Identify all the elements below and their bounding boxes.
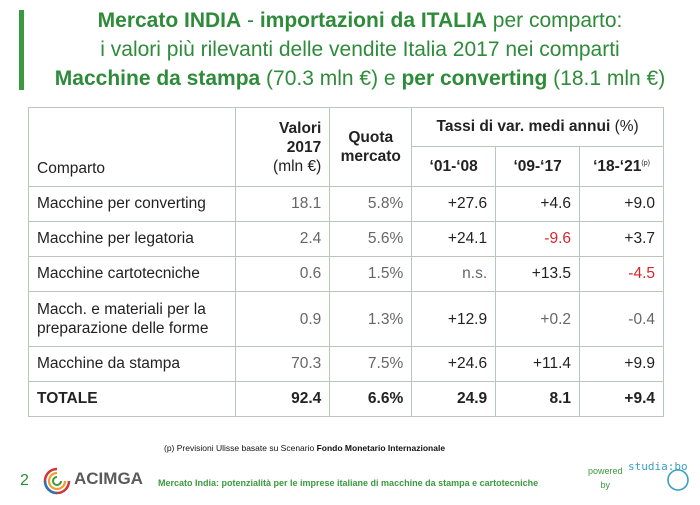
header-period-1: ‘01-‘08 (411, 146, 497, 187)
acimga-swirl-icon (43, 467, 71, 495)
title-sep: - (241, 9, 260, 32)
studiabo-circle-icon (667, 469, 689, 491)
powered-by: powered by (588, 464, 623, 492)
row-rate-2: -9.6 (495, 221, 581, 257)
footnote-source: Fondo Monetario Internazionale (316, 443, 446, 453)
table-row: Macchine da stampa 70.3 7.5% +24.6 +11.4… (27, 346, 664, 382)
powered-line-1: powered (588, 466, 623, 476)
header-period-3-label: ‘18-‘21 (593, 157, 642, 175)
total-rate-2: 8.1 (495, 381, 581, 417)
table-row: Macch. e materiali per la preparazione de… (27, 291, 664, 347)
row-name: Macchine da stampa (27, 346, 237, 382)
header-quota-l1: Quota (348, 129, 394, 146)
studiabo-logo-text: studia:bo (628, 460, 688, 473)
title-converting-value: (18.1 mln €) (547, 67, 666, 90)
title-stampa: Macchine da stampa (54, 67, 261, 90)
title-imports: importazioni da ITALIA (259, 9, 487, 32)
row-rate-2: +13.5 (495, 256, 581, 292)
title-line-2: i valori più rilevanti delle vendite Ita… (100, 38, 620, 61)
title-line-3: Macchine da stampa (70.3 mln €) e per co… (40, 64, 680, 93)
row-rate-1: +24.6 (411, 346, 497, 382)
row-name: Macchine cartotecniche (27, 256, 237, 292)
header-valori: Valori 2017 (mln €) (235, 107, 331, 187)
row-rate-1: +27.6 (411, 186, 497, 222)
header-valori-l2: (mln €) (273, 157, 322, 175)
header-quota: Quota mercato (329, 107, 413, 187)
row-rate-3: +9.0 (579, 186, 664, 222)
accent-bar (19, 10, 24, 90)
footnote: (p) Previsioni Ulisse basate su Scenario… (164, 443, 445, 453)
row-quota: 5.8% (329, 186, 413, 222)
row-rate-1: n.s. (411, 256, 497, 292)
table-total-row: TOTALE 92.4 6.6% 24.9 8.1 +9.4 (27, 381, 664, 417)
row-rate-1: +12.9 (411, 291, 497, 347)
row-valore: 0.6 (235, 256, 331, 292)
footer-subtitle: Mercato India: potenzialità per le impre… (158, 478, 539, 488)
row-name: Macch. e materiali per la preparazione de… (27, 291, 237, 347)
header-row-2: ‘01-‘08 ‘09-‘17 ‘18-‘21(p) (29, 146, 664, 187)
title-converting: per converting (401, 67, 548, 90)
title-market: Mercato INDIA (97, 9, 242, 32)
header-valori-l1: Valori 2017 (279, 119, 322, 156)
row-valore: 18.1 (235, 186, 331, 222)
row-rate-3: +9.9 (579, 346, 664, 382)
row-valore: 70.3 (235, 346, 331, 382)
table-row: Macchine per legatoria 2.4 5.6% +24.1 -9… (27, 221, 664, 257)
row-quota: 1.5% (329, 256, 413, 292)
header-tassi: Tassi di var. medi annui (%) (411, 107, 664, 147)
footnote-text: (p) Previsioni Ulisse basate su Scenario (164, 443, 317, 453)
header-comparto: Comparto (27, 107, 237, 187)
page-title: Mercato INDIA - importazioni da ITALIA p… (40, 6, 680, 93)
header-period-2: ‘09-‘17 (495, 146, 581, 187)
total-valore: 92.4 (235, 381, 331, 417)
studiabo-logo: studia:bo (626, 460, 690, 496)
row-rate-2: +0.2 (495, 291, 581, 347)
row-rate-3: -0.4 (579, 291, 664, 347)
total-name: TOTALE (27, 381, 237, 417)
row-valore: 2.4 (235, 221, 331, 257)
row-rate-1: +24.1 (411, 221, 497, 257)
header-period-3: ‘18-‘21(p) (579, 146, 664, 187)
title-per-comparto: per comparto: (486, 9, 623, 32)
total-quota: 6.6% (329, 381, 413, 417)
acimga-logo: ACIMGA (40, 466, 152, 496)
page-number: 2 (20, 472, 29, 489)
title-stampa-value: (70.3 mln €) e (260, 67, 402, 90)
row-rate-2: +11.4 (495, 346, 581, 382)
total-rate-1: 24.9 (411, 381, 497, 417)
acimga-logo-text: ACIMGA (74, 469, 143, 488)
header-period-3-note: (p) (641, 159, 650, 167)
row-name: Macchine per converting (27, 186, 237, 222)
header-tassi-label: Tassi di var. medi annui (436, 118, 611, 135)
row-quota: 5.6% (329, 221, 413, 257)
row-rate-3: -4.5 (579, 256, 664, 292)
table-row: Macchine per converting 18.1 5.8% +27.6 … (27, 186, 664, 222)
row-name: Macchine per legatoria (27, 221, 237, 257)
row-valore: 0.9 (235, 291, 331, 347)
header-tassi-unit: (%) (610, 118, 639, 135)
row-name-l1: Macch. e materiali per la (37, 301, 206, 318)
title-line-1: Mercato INDIA - importazioni da ITALIA p… (40, 6, 680, 35)
row-rate-3: +3.7 (579, 221, 664, 257)
header-quota-l2: mercato (340, 148, 401, 165)
header-row-1: Comparto Valori 2017 (mln €) Quota mercato… (27, 107, 664, 187)
table-row: Macchine cartotecniche 0.6 1.5% n.s. +13… (27, 256, 664, 292)
data-table: Comparto Valori 2017 (mln €) Quota mercato… (27, 107, 664, 417)
row-quota: 7.5% (329, 346, 413, 382)
row-quota: 1.3% (329, 291, 413, 347)
powered-line-2: by (600, 480, 611, 490)
row-name-l2: preparazione delle forme (37, 320, 209, 337)
total-rate-3: +9.4 (579, 381, 664, 417)
row-rate-2: +4.6 (495, 186, 581, 222)
